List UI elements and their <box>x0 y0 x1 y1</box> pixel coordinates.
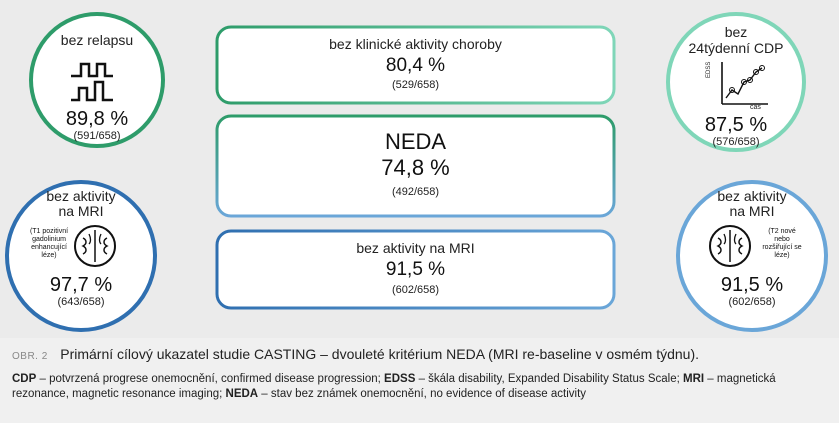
figure-caption: OBR. 2 Primární cílový ukazatel studie C… <box>12 346 827 402</box>
abbrev-term: EDSS <box>384 373 416 385</box>
box-neda-title: NEDA <box>384 129 447 154</box>
t2-note-line: rozšiřující se <box>762 244 802 251</box>
figure-number: OBR. 2 <box>12 351 48 362</box>
abbrev-def: – stav bez známek onemocnění, no evidenc… <box>258 388 587 400</box>
t2-note-line: léze) <box>774 252 790 259</box>
t1-note-line: gadolinium <box>32 236 66 243</box>
circle-no-cdp: bez 24týdenní CDP EDSS čas 87,5 % (576/6… <box>666 12 806 152</box>
circle-cdp-count: (576/658) <box>712 136 760 148</box>
circle-cdp-value: 87,5 % <box>704 114 768 136</box>
circle-t1-title-1: bez aktivity <box>46 188 116 204</box>
circle-t2-count: (602/658) <box>728 296 776 308</box>
box-border-neda <box>215 114 616 218</box>
box-mri: bez aktivity na MRI 91,5 % (602/658) <box>217 231 614 308</box>
abbreviations: CDP – potvrzená progrese onemocnění, con… <box>12 372 827 402</box>
circle-t1-count: (643/658) <box>57 296 105 308</box>
box-clinical-count: (529/658) <box>391 79 440 91</box>
brain-icon <box>74 225 116 267</box>
box-clinical-activity: bez klinické aktivity choroby 80,4 % (52… <box>217 27 614 103</box>
abbrev-def: – magnetická rezonance, magnetic resonan… <box>12 373 776 400</box>
abbrev-term: MRI <box>683 373 705 385</box>
circle-t2-title-1: bez aktivity <box>717 188 787 204</box>
caption-heading: OBR. 2 Primární cílový ukazatel studie C… <box>12 346 827 364</box>
t2-note-line: (T2 nové <box>768 228 796 235</box>
box-mri-title: bez aktivity na MRI <box>356 240 475 256</box>
circle-no-relapse: bez relapsu 89,8 % (591/658) <box>29 12 165 148</box>
box-neda-count: (492/658) <box>391 186 440 198</box>
box-neda: NEDA 74,8 % (492/658) <box>217 116 614 216</box>
t1-note-line: enhancující <box>31 244 67 251</box>
circle-relapse-title: bez relapsu <box>60 32 134 48</box>
abbrev-def: – škála disability, Expanded Disability … <box>415 373 683 385</box>
t1-note-line: léze) <box>41 252 57 259</box>
circle-mri-t1: bez aktivity na MRI (T1 pozitivní gadoli… <box>5 180 157 332</box>
abbrev-term: NEDA <box>225 388 259 400</box>
box-clinical-title: bez klinické aktivity choroby <box>329 36 502 52</box>
abbrev-def: – potvrzená progrese onemocnění, confirm… <box>36 373 385 385</box>
time-axis-label: čas <box>750 104 761 111</box>
figure-title: Primární cílový ukazatel studie CASTING … <box>60 346 700 362</box>
circle-t2-value: 91,5 % <box>720 274 784 296</box>
box-border-mri <box>215 229 616 310</box>
box-gradients <box>215 25 616 310</box>
brain-icon <box>709 225 751 267</box>
circle-relapse-value: 89,8 % <box>65 108 129 130</box>
edss-graph-icon <box>721 62 768 105</box>
relapse-pulse-icon <box>71 62 113 102</box>
circle-t1-value: 97,7 % <box>49 274 113 296</box>
circle-t2-title-2: na MRI <box>729 203 775 219</box>
box-clinical-value: 80,4 % <box>385 55 446 76</box>
t1-note-line: (T1 pozitivní <box>29 228 69 235</box>
circle-mri-t2: bez aktivity na MRI (T2 nové nebo rozšiř… <box>676 180 828 332</box>
box-mri-count: (602/658) <box>391 284 440 296</box>
t2-note-line: nebo <box>774 236 790 243</box>
box-neda-value: 74,8 % <box>381 155 450 180</box>
circle-t1-title-2: na MRI <box>58 203 104 219</box>
circle-cdp-title-1: bez <box>724 24 748 40</box>
figure-panel: bez klinické aktivity choroby 80,4 % (52… <box>5 12 828 332</box>
circle-t2-side-note: (T2 nové nebo rozšiřující se léze) <box>754 228 810 260</box>
abbrev-term: CDP <box>12 373 37 385</box>
box-mri-value: 91,5 % <box>385 259 446 280</box>
box-border-clinical <box>215 25 616 105</box>
edss-axis-label: EDSS <box>706 61 712 78</box>
circle-cdp-title-2: 24týdenní CDP <box>688 40 784 56</box>
circle-t1-side-note: (T1 pozitivní gadolinium enhancující léz… <box>25 228 73 260</box>
circle-relapse-count: (591/658) <box>73 130 121 142</box>
